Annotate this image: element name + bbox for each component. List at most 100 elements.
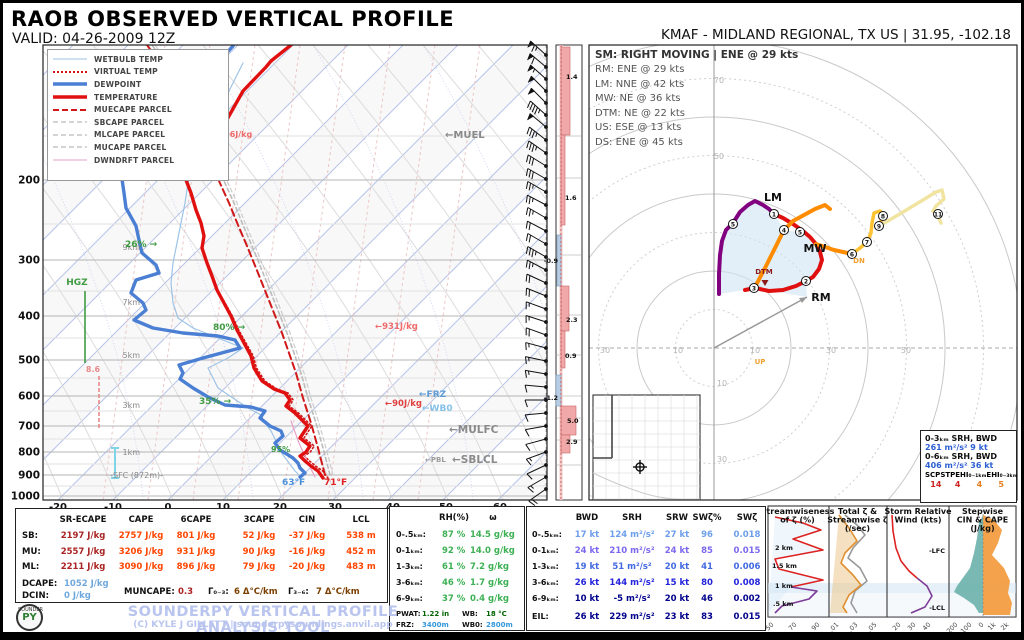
svg-text:2.9: 2.9: [566, 438, 578, 446]
frz-label: FRZ:: [396, 621, 415, 629]
svg-text:Streamwiseness: Streamwiseness: [761, 507, 835, 516]
kinematics-header: BWD: [575, 513, 599, 523]
thermo-header: CIN: [298, 515, 316, 525]
svg-text:-1.2: -1.2: [544, 394, 558, 402]
mixing-ratio-value: 14.0 g/kg: [470, 546, 515, 556]
legend-label: TEMPERATURE: [94, 92, 158, 102]
mixing-ratio-value: 0.4 g/kg: [470, 594, 509, 604]
dcape-value: 1052 J/kg: [64, 579, 109, 589]
rh-value: 46 %: [442, 578, 466, 588]
svg-text:30: 30: [717, 455, 727, 464]
moisture-row-label: 6-9ₖₘ:: [396, 594, 423, 603]
pwat-value: 1.22 in: [422, 610, 450, 618]
thermo-value: 483 m: [346, 562, 376, 572]
hodo-segment-4-6km: [814, 242, 854, 256]
svg-text:50: 50: [714, 152, 724, 161]
thermo-value: -37 J/kg: [288, 531, 326, 541]
svg-text:900: 900: [18, 470, 40, 482]
svg-text:DN: DN: [853, 257, 865, 265]
svg-text:26% →: 26% →: [125, 240, 158, 250]
svg-text:50: 50: [901, 346, 911, 355]
kinematics-value: 24 kt: [664, 546, 690, 556]
svg-text:2: 2: [804, 278, 808, 285]
srh-0-3-label: 0-3ₖₘ SRH, BWD: [925, 434, 998, 443]
lapse-3-6-label: Γ₃₋₆:: [288, 587, 309, 597]
lapse-3-6-value: 7 Δ°C/km: [316, 587, 360, 597]
svg-text:11: 11: [934, 211, 942, 218]
svg-text:RM: RM: [811, 291, 830, 304]
svg-text:1.5 km: 1.5 km: [772, 562, 797, 570]
storm-motion-info: SM: RIGHT MOVING | ENE @ 29 kts RM: ENE …: [595, 49, 825, 151]
thermodynamics-table: SR-ECAPE CAPE 6CAPE 3CAPE CIN LCL SB: 2197 J/kg…: [15, 508, 388, 603]
kinematics-row-label: 0-1ₖₘ:: [532, 546, 559, 555]
svg-text:8.6: 8.6: [86, 365, 101, 374]
svg-text:600: 600: [18, 391, 40, 403]
index-value: 4: [976, 480, 983, 489]
svg-text:UP: UP: [755, 358, 766, 366]
pwat-label: PWAT:: [396, 610, 421, 618]
svg-text:400: 400: [18, 311, 40, 323]
svg-text:Total ζ &: Total ζ &: [838, 507, 877, 516]
legend-item: MUCAPE PARCEL: [52, 141, 224, 154]
page-title: RAOB OBSERVED VERTICAL PROFILE: [11, 7, 455, 31]
svg-text:LM: LM: [764, 191, 782, 204]
svg-text:2k: 2k: [999, 621, 1010, 632]
kinematics-header: SRH: [622, 513, 642, 523]
svg-text:10: 10: [717, 379, 727, 388]
svg-text:-10: -10: [104, 502, 122, 513]
kinematics-value: 0.002: [733, 594, 761, 604]
thermo-value: 538 m: [346, 531, 376, 541]
kinematics-table: BWD SRH SRW SWζ% SWζ 0-.5ₖₘ: 17 kt 124 m²/s² 27 …: [526, 506, 766, 631]
skewt-background: [43, 45, 547, 500]
svg-text:6: 6: [850, 251, 854, 258]
svg-text:3206J/kg: 3206J/kg: [213, 130, 252, 139]
svg-text:2 km: 2 km: [775, 544, 793, 552]
svg-text:10: 10: [750, 346, 760, 355]
legend-label: MUECAPE PARCEL: [94, 105, 172, 115]
moisture-row-label: 1-3ₖₘ:: [396, 562, 423, 571]
legend-label: WETBULB TEMP: [94, 54, 164, 64]
kinematics-row-label: 0-.5ₖₘ:: [532, 530, 562, 539]
svg-text:0: 0: [165, 502, 172, 513]
svg-text:MW: MW: [803, 242, 826, 255]
svg-text:8: 8: [881, 213, 885, 220]
skewt-hodograph-graphics: 20030040050060070080090010009km7km5km3km…: [11, 40, 1018, 637]
thermo-header: 6CAPE: [180, 515, 212, 525]
bottom-bar: [3, 632, 1021, 637]
svg-text:(/sec): (/sec): [845, 524, 870, 533]
legend-item: MLCAPE PARCEL: [52, 129, 224, 142]
thermo-value: 2197 J/kg: [60, 531, 106, 541]
svg-text:DTM: DTM: [755, 268, 773, 276]
storm-motion-line: DTM: NE @ 22 kts: [595, 107, 685, 119]
srh-0-3-values: 261 m²/s² 9 kt: [925, 443, 988, 452]
svg-text:0: 0: [977, 621, 986, 630]
svg-text:7km: 7km: [122, 298, 140, 307]
svg-text:1: 1: [772, 211, 776, 218]
svg-text:5km: 5km: [122, 351, 140, 360]
svg-text:200: 200: [18, 175, 40, 187]
storm-motion-line: RM: ENE @ 29 kts: [595, 64, 685, 75]
wb0-label: WB0:: [462, 621, 483, 629]
thermo-header: LCL: [352, 515, 370, 525]
kinematics-value: 23 kt: [664, 612, 690, 622]
kinematics-value: 46: [701, 594, 713, 604]
kinematics-value: -5 m²/s²: [613, 594, 651, 604]
legend-label: DWNDRFT PARCEL: [94, 155, 175, 165]
svg-text:5: 5: [731, 221, 735, 228]
kinematics-value: 0.006: [733, 562, 761, 572]
kinematics-value: 10 kt: [574, 594, 600, 604]
index-header: EHI₀₋₁ₖₘ: [955, 471, 987, 479]
svg-text:300: 300: [18, 255, 40, 267]
srh-0-6-label: 0-6ₖₘ SRH, BWD: [925, 452, 998, 461]
kinematics-value: 17 kt: [574, 530, 600, 540]
svg-text:50: 50: [764, 621, 776, 633]
thermo-value: -16 J/kg: [288, 546, 326, 557]
legend-item: MUECAPE PARCEL: [52, 103, 224, 116]
moisture-row-label: 0-1ₖₘ:: [396, 546, 423, 555]
kinematics-value: 96: [701, 530, 713, 540]
kinematics-value: 0.015: [733, 546, 761, 556]
dcin-label: DCIN:: [22, 591, 49, 601]
svg-text:95%: 95%: [271, 445, 290, 454]
